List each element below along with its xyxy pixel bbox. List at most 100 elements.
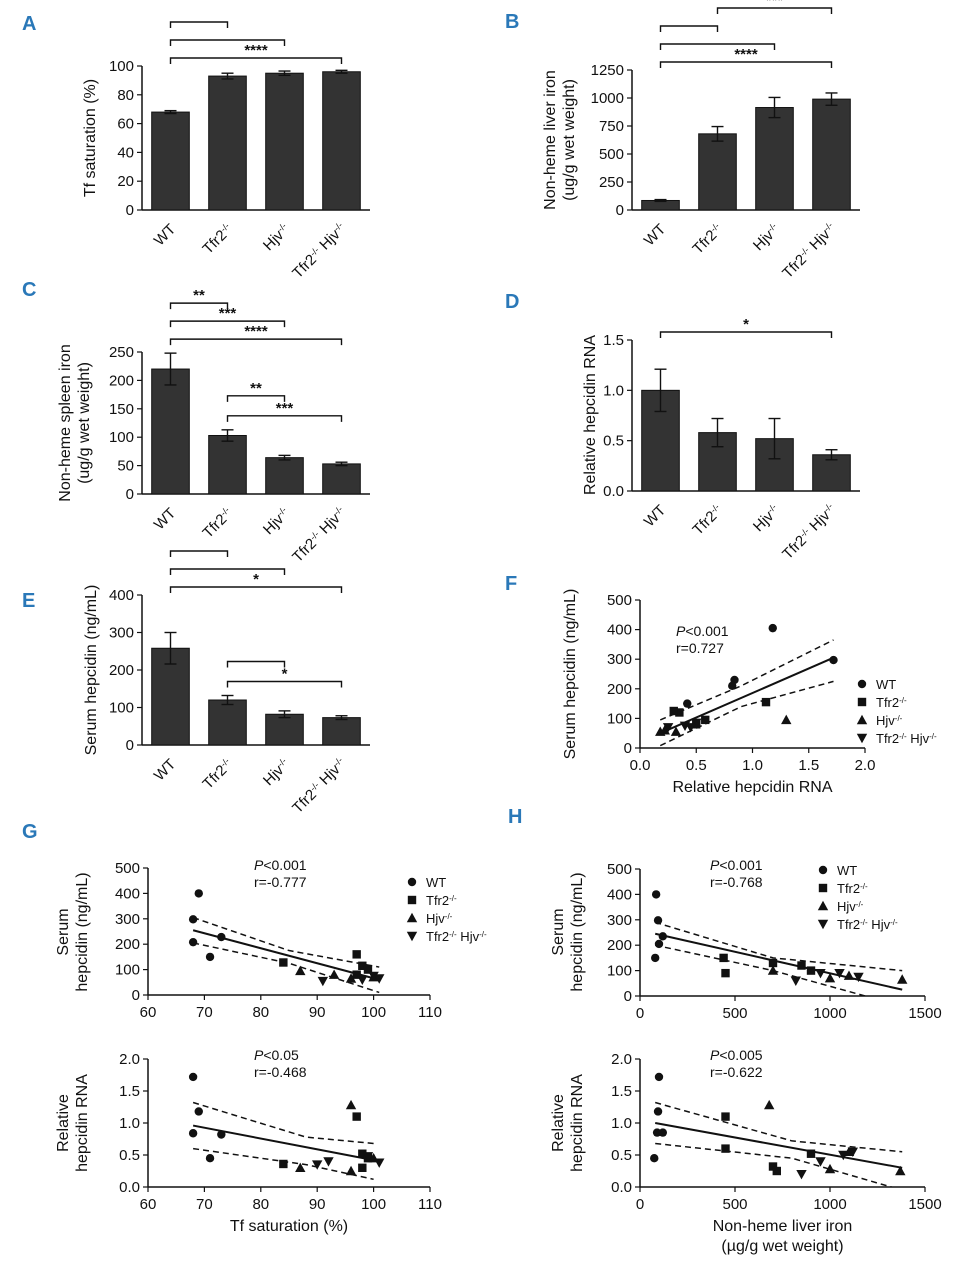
panel-g2-point-hjv <box>345 1099 357 1110</box>
panel-g2-point-hjv <box>345 1165 357 1176</box>
panel-g1-x-tick-label: 110 <box>418 1004 442 1021</box>
panel-a-y-label: Tf saturation (%) <box>82 79 99 197</box>
panel-g1-point-wt <box>188 937 198 947</box>
panel-g1-y-tick-label: 400 <box>115 885 140 902</box>
panel-h2-point-double-ko <box>838 1150 849 1161</box>
panel-a-x-tick-label: WT <box>151 221 180 250</box>
panel-g1-ci-upper <box>192 916 380 968</box>
panel-b-significance-label: **** <box>734 46 758 63</box>
panel-h2-x-label-units: (µg/g wet weight) <box>721 1238 843 1255</box>
panel-g1-y-tick-label: 500 <box>115 860 140 877</box>
panel-f-y-label: Serum hepcidin (ng/mL) <box>562 589 579 760</box>
panel-h2-point-wt <box>658 1128 667 1137</box>
panel-h2-y-tick-label: 1.0 <box>611 1115 632 1132</box>
panel-d-y-tick-label: 0.5 <box>603 433 624 450</box>
panel-c-bar <box>151 368 190 495</box>
panel-c-significance-bracket <box>169 302 229 310</box>
panel-g1-legend-point-tfr2 <box>407 895 417 905</box>
panel-c-letter: C <box>22 279 36 301</box>
panel-e-y-tick-label: 100 <box>109 700 134 717</box>
panel-f-legend-point-hjv <box>856 714 868 725</box>
panel-f-x-tick-label: 1.0 <box>742 757 763 774</box>
panel-h1-point-tfr2 <box>719 953 728 963</box>
panel-g2-y-tick-label: 2.0 <box>119 1051 140 1068</box>
panel-g1-x-tick-label: 60 <box>140 1004 157 1021</box>
panel-c-y-tick-label: 100 <box>109 429 134 446</box>
panel-g1-point-wt <box>194 889 203 898</box>
panel-d-x-tick-label: Tfr2-/- Hjv-/- <box>778 501 840 563</box>
panel-h2-point-wt <box>654 1072 664 1082</box>
panel-h1-point-tfr2 <box>806 966 816 975</box>
panel-f-point-tfr2 <box>675 708 684 717</box>
panel-g1-y-tick-label: 300 <box>115 911 140 928</box>
panel-h1-point-wt <box>653 916 663 925</box>
panel-b-bar <box>812 98 851 211</box>
panel-c-x-tick-label: Tfr2-/- Hjv-/- <box>288 504 350 566</box>
panel-h2-regression-line <box>655 1122 903 1169</box>
panel-d-x-tick-label: Tfr2-/- <box>689 502 726 539</box>
panel-h1-point-double-ko <box>815 968 826 979</box>
panel-e-bar <box>265 713 304 746</box>
panel-f-y-tick-label: 0 <box>624 740 632 757</box>
panel-g2-x-label: Tf saturation (%) <box>230 1218 348 1235</box>
panel-h1-legend-label: Hjv-/- <box>837 899 864 914</box>
panel-a-significance-label: **** <box>244 42 268 59</box>
panel-b-y-tick-label: 1250 <box>591 62 624 79</box>
panel-g2-x-tick-label: 70 <box>196 1196 213 1213</box>
panel-f-legend-label: Tfr2-/- Hjv-/- <box>876 731 937 746</box>
panel-h1-point-hjv <box>843 970 855 980</box>
panel-a-significance-bracket <box>169 39 286 46</box>
panel-a-x-tick-label: Tfr2-/- Hjv-/- <box>288 220 350 282</box>
panel-e-significance-bracket <box>226 680 343 688</box>
panel-f-point-wt <box>768 623 777 633</box>
panel-f-point-tfr2 <box>669 706 678 716</box>
panel-h1-legend-point-wt <box>818 865 828 875</box>
panel-c-y-tick-label: 250 <box>109 344 134 361</box>
panel-g2-point-double-ko <box>323 1157 334 1167</box>
panel-e-y-tick-label: 200 <box>109 662 134 679</box>
panel-h2-p-value: P<0.005 <box>710 1047 763 1063</box>
panel-f-x-tick-label: 2.0 <box>855 757 876 774</box>
panel-h1-point-wt <box>654 939 664 949</box>
panel-e-significance-label: * <box>253 571 259 588</box>
panel-a-y-tick-label: 100 <box>109 58 134 75</box>
panel-h1-y-tick-label: 0 <box>624 988 632 1005</box>
panel-c-bar <box>265 457 304 495</box>
panel-d-y-tick-label: 0.0 <box>603 483 624 500</box>
panel-h1-ci-lower <box>655 944 869 996</box>
panel-h1-letter: H <box>508 806 522 828</box>
panel-d-y-label: Relative hepcidin RNA <box>582 335 599 495</box>
panel-g1-point-hjv <box>295 965 306 976</box>
panel-a-x-tick-label: Tfr2-/- <box>199 221 236 258</box>
panel-f-y-tick-label: 100 <box>607 710 632 727</box>
panel-h1-x-tick-label: 1500 <box>908 1005 941 1022</box>
panel-c-significance-bracket <box>226 395 286 402</box>
panel-g1-point-wt <box>205 952 215 962</box>
panel-g2-x-tick-label: 60 <box>140 1196 157 1213</box>
panel-h2-point-hjv <box>764 1099 775 1110</box>
panel-h2-point-hjv <box>824 1163 836 1174</box>
panel-a-y-tick-label: 80 <box>117 87 134 104</box>
panel-a-y-tick-label: 0 <box>126 202 134 219</box>
panel-h1-y-tick-label: 300 <box>607 912 632 929</box>
panel-h1-y-label: Serum hepcidin (ng/mL) <box>550 872 586 991</box>
panel-h2-y-tick-label: 0.5 <box>611 1147 632 1164</box>
panel-h1-p-value: P<0.001 <box>710 857 763 873</box>
panel-g1-point-double-ko <box>317 976 329 987</box>
panel-a-y-tick-label: 40 <box>117 144 134 161</box>
panel-d-y-tick-label: 1.0 <box>603 382 624 399</box>
panel-b-significance-bracket <box>659 61 833 68</box>
panel-e-x-tick-label: Hjv-/- <box>260 756 293 789</box>
panel-e-significance-label: * <box>282 666 288 683</box>
panel-h1-point-tfr2 <box>768 958 778 968</box>
panel-g2-x-tick-label: 110 <box>418 1196 442 1213</box>
panel-h1-point-wt <box>651 953 660 963</box>
panel-f-legend-point-wt <box>857 679 867 689</box>
panel-h1-point-tfr2 <box>721 968 730 978</box>
panel-c-significance-label: *** <box>276 400 294 417</box>
panel-h2-x-tick-label: 1500 <box>908 1196 941 1213</box>
panel-e-y-tick-label: 300 <box>109 625 134 642</box>
panel-d-x-tick-label: Hjv-/- <box>750 502 783 535</box>
panel-f-regression-line <box>659 656 834 735</box>
